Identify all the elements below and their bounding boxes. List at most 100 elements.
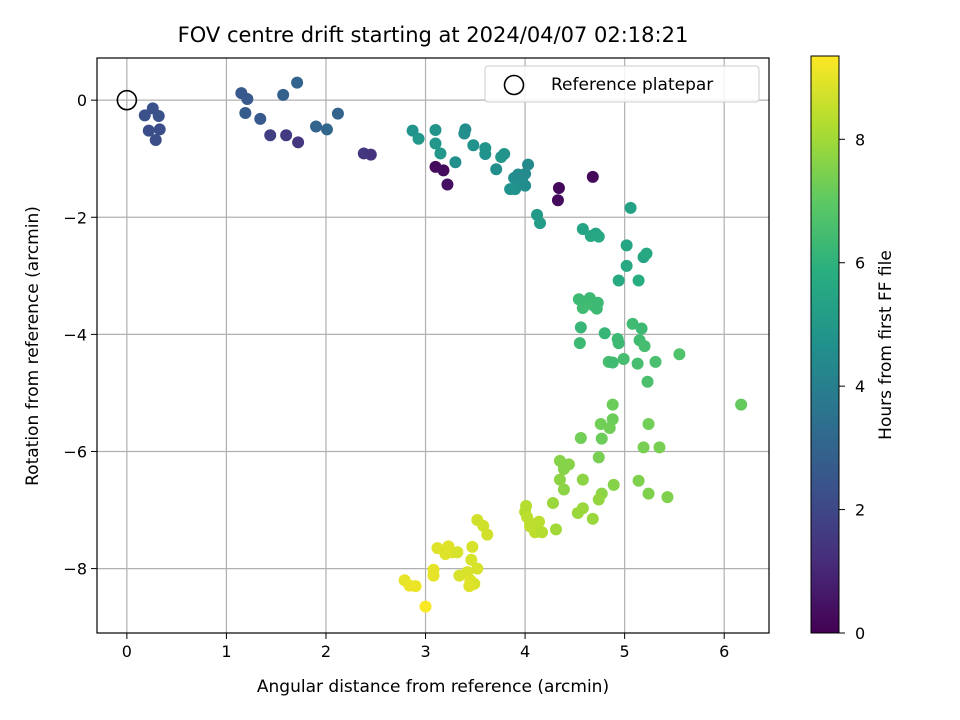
legend: Reference platepar bbox=[484, 65, 760, 103]
data-point bbox=[427, 569, 440, 582]
x-tick-label: 2 bbox=[321, 642, 331, 661]
data-point bbox=[524, 516, 537, 529]
data-point bbox=[673, 348, 686, 361]
colorbar: 0 2 4 6 8 Hours from first FF file bbox=[810, 55, 896, 643]
data-point bbox=[465, 553, 478, 566]
data-point bbox=[439, 547, 452, 560]
data-point bbox=[519, 179, 532, 192]
data-point bbox=[653, 441, 666, 454]
data-point bbox=[557, 483, 570, 496]
x-tick-label: 6 bbox=[719, 642, 729, 661]
data-point bbox=[553, 473, 566, 486]
data-point bbox=[441, 178, 454, 191]
data-point bbox=[586, 170, 599, 183]
colorbar-tick-label: 0 bbox=[855, 624, 865, 643]
data-point bbox=[592, 493, 605, 506]
data-point bbox=[735, 398, 748, 411]
data-point bbox=[264, 129, 277, 142]
data-point bbox=[458, 127, 471, 140]
data-point bbox=[546, 497, 559, 510]
colorbar-tick-label: 2 bbox=[855, 501, 865, 520]
plot-frame bbox=[96, 57, 770, 634]
data-point bbox=[409, 580, 422, 593]
data-point bbox=[453, 569, 466, 582]
data-point bbox=[642, 417, 655, 430]
data-point bbox=[586, 512, 599, 525]
data-point bbox=[635, 322, 648, 335]
data-point bbox=[552, 181, 565, 194]
data-point bbox=[481, 528, 494, 541]
data-point bbox=[576, 302, 589, 315]
data-point bbox=[463, 580, 476, 593]
data-point bbox=[331, 107, 344, 120]
data-point bbox=[498, 148, 511, 161]
data-point bbox=[254, 112, 267, 125]
data-point bbox=[429, 124, 442, 137]
data-point bbox=[594, 417, 607, 430]
data-point bbox=[640, 247, 653, 260]
data-point bbox=[595, 432, 608, 445]
data-point bbox=[631, 357, 644, 370]
data-point bbox=[649, 355, 662, 368]
x-tick-label: 4 bbox=[520, 642, 530, 661]
data-point bbox=[641, 375, 654, 388]
x-tick-label: 1 bbox=[221, 642, 231, 661]
data-point bbox=[437, 164, 450, 177]
chart-title: FOV centre drift starting at 2024/04/07 … bbox=[178, 23, 689, 47]
data-point bbox=[241, 92, 254, 105]
data-point bbox=[536, 526, 549, 539]
data-point bbox=[449, 156, 462, 169]
data-point bbox=[451, 546, 464, 559]
data-point bbox=[549, 523, 562, 536]
data-points bbox=[138, 76, 748, 613]
data-point bbox=[632, 274, 645, 287]
legend-marker-icon bbox=[503, 74, 525, 96]
data-point bbox=[612, 337, 625, 350]
data-point bbox=[612, 274, 625, 287]
x-axis-label: Angular distance from reference (arcmin) bbox=[257, 677, 609, 697]
data-point bbox=[603, 422, 616, 435]
grid-lines bbox=[97, 58, 769, 633]
data-point bbox=[153, 123, 166, 136]
data-point bbox=[291, 76, 304, 89]
data-point bbox=[576, 473, 589, 486]
y-tick-label: 0 bbox=[77, 91, 87, 110]
data-point bbox=[642, 487, 655, 500]
data-point bbox=[592, 230, 605, 243]
data-point bbox=[519, 167, 532, 180]
data-point bbox=[557, 463, 570, 476]
data-point bbox=[534, 217, 547, 230]
data-point bbox=[310, 120, 323, 133]
data-point bbox=[606, 398, 619, 411]
data-point bbox=[590, 302, 603, 315]
colorbar-tick-label: 8 bbox=[855, 130, 865, 149]
y-tick-label: −4 bbox=[63, 325, 87, 344]
data-point bbox=[412, 132, 425, 145]
data-point bbox=[632, 474, 645, 487]
data-point bbox=[509, 183, 522, 196]
data-point bbox=[574, 321, 587, 334]
data-point bbox=[479, 148, 492, 161]
data-point bbox=[571, 506, 584, 519]
data-point bbox=[617, 352, 630, 365]
data-point bbox=[149, 133, 162, 146]
data-point bbox=[573, 337, 586, 350]
data-point bbox=[598, 327, 611, 340]
data-point bbox=[142, 124, 155, 137]
data-point bbox=[607, 478, 620, 491]
data-point bbox=[466, 540, 479, 553]
data-point bbox=[620, 259, 633, 272]
data-point bbox=[574, 432, 587, 445]
data-point bbox=[522, 158, 535, 171]
data-point bbox=[637, 441, 650, 454]
data-point bbox=[638, 340, 651, 353]
data-point bbox=[152, 109, 165, 122]
data-point bbox=[364, 148, 377, 161]
data-point bbox=[576, 222, 589, 235]
data-point bbox=[434, 147, 447, 160]
data-point bbox=[661, 491, 674, 504]
y-tick-label: −2 bbox=[63, 208, 87, 227]
data-point bbox=[533, 515, 546, 528]
data-point bbox=[551, 194, 564, 207]
colorbar-tick-label: 6 bbox=[855, 254, 865, 273]
